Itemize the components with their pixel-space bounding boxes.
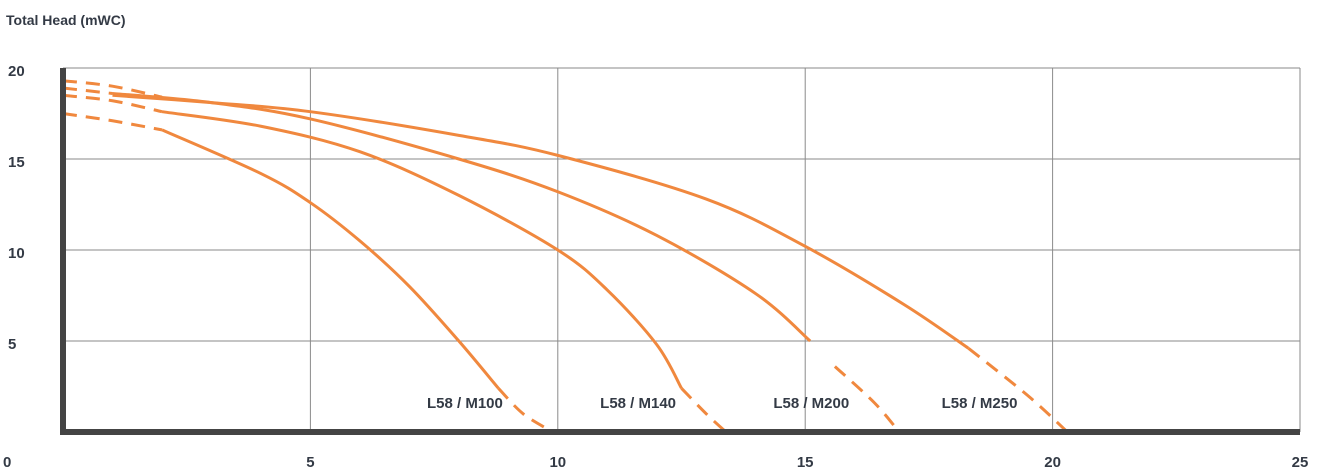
- x-tick-5: 5: [306, 454, 314, 470]
- curve-l58-m200-solid: [112, 91, 812, 343]
- curve-l58-m250-dashed-start: [62, 79, 163, 99]
- curve-l58-m200-dashed-start: [62, 86, 113, 95]
- curve-labels: L58 / M100 L58 / M140 L58 / M200 L58 / M250: [427, 395, 1017, 412]
- tick-labels: 0 5 10 15 20 25 5 10 15 20: [3, 63, 1308, 470]
- y-tick-15: 15: [8, 154, 25, 171]
- y-tick-20: 20: [8, 63, 25, 80]
- x-tick-0: 0: [3, 454, 11, 470]
- y-tick-5: 5: [8, 336, 16, 353]
- x-tick-15: 15: [797, 454, 814, 470]
- y-tick-10: 10: [8, 245, 25, 262]
- axes: [60, 68, 1300, 435]
- curve-l58-m100-dashed-start: [62, 112, 163, 132]
- curve-l58-m140-solid: [161, 110, 683, 390]
- curve-l58-m140-dashed-end: [680, 387, 728, 434]
- curve-label-l58-m250: L58 / M250: [942, 395, 1018, 412]
- curve-label-l58-m140: L58 / M140: [600, 395, 676, 412]
- curve-label-l58-m100: L58 / M100: [427, 395, 503, 412]
- y-axis-label: Total Head (mWC): [6, 12, 126, 28]
- curve-l58-m100-dashed-end: [497, 387, 554, 434]
- curves: [62, 79, 1069, 434]
- x-tick-20: 20: [1044, 454, 1061, 470]
- curve-l58-m250-dashed-end: [967, 347, 1069, 434]
- curve-l58-m250-solid: [112, 93, 970, 350]
- curve-label-l58-m200: L58 / M200: [773, 395, 849, 412]
- x-tick-25: 25: [1292, 454, 1309, 470]
- curve-l58-m140-dashed-start: [62, 93, 163, 114]
- curve-l58-m200-dashed-end: [833, 365, 901, 433]
- curve-l58-m100-solid: [161, 128, 500, 390]
- x-tick-10: 10: [549, 454, 566, 470]
